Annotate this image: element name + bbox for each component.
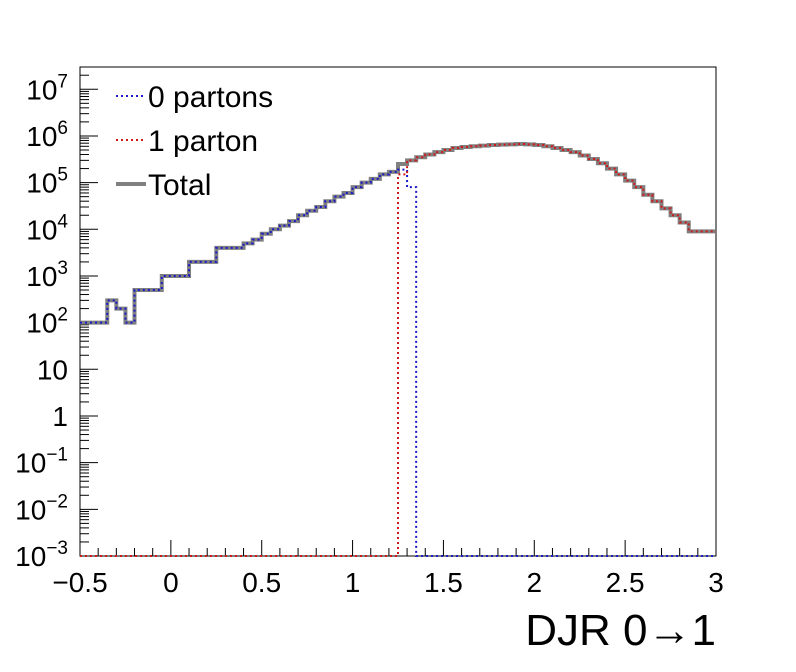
x-tick-label: −0.5 (52, 567, 107, 598)
y-tick-label: 1 (52, 401, 68, 432)
y-tick-label: 104 (26, 211, 68, 245)
x-ticks (79, 540, 717, 556)
y-tick-label: 102 (26, 305, 68, 339)
legend-label: Total (148, 169, 211, 202)
y-tick-label: 10−2 (15, 491, 68, 525)
x-tick-label: 0 (163, 567, 179, 598)
legend-label: 1 parton (148, 125, 258, 158)
series-total (80, 142, 716, 325)
x-tick-label: 0.5 (242, 567, 281, 598)
legend-label: 0 partons (148, 81, 273, 114)
y-tick-label: 10 (37, 354, 68, 385)
y-tick-label: 10−3 (15, 538, 68, 572)
y-tick-labels: 10−3 10−2 10−1 1 10 102 103 104 105 106 107 (15, 71, 68, 572)
x-tick-label: 1 (345, 567, 361, 598)
x-tick-labels: −0.5 0 0.5 1 1.5 2 2.5 3 (52, 567, 723, 598)
x-tick-label: 2.5 (606, 567, 645, 598)
y-tick-label: 107 (26, 71, 68, 105)
x-axis-title: DJR 0→1 (525, 606, 716, 655)
series-1-parton (80, 143, 716, 557)
x-tick-label: 3 (708, 567, 724, 598)
plot-frame (79, 66, 717, 557)
y-tick-label: 10−1 (15, 445, 68, 479)
legend: 0 partons 1 parton Total (116, 81, 273, 202)
y-tick-label: 103 (26, 258, 68, 292)
y-tick-label: 105 (26, 165, 68, 199)
series-layer (80, 142, 716, 557)
x-tick-label: 1.5 (424, 567, 463, 598)
y-tick-label: 106 (26, 118, 68, 152)
x-tick-label: 2 (526, 567, 542, 598)
y-minor-ticks (80, 66, 98, 557)
